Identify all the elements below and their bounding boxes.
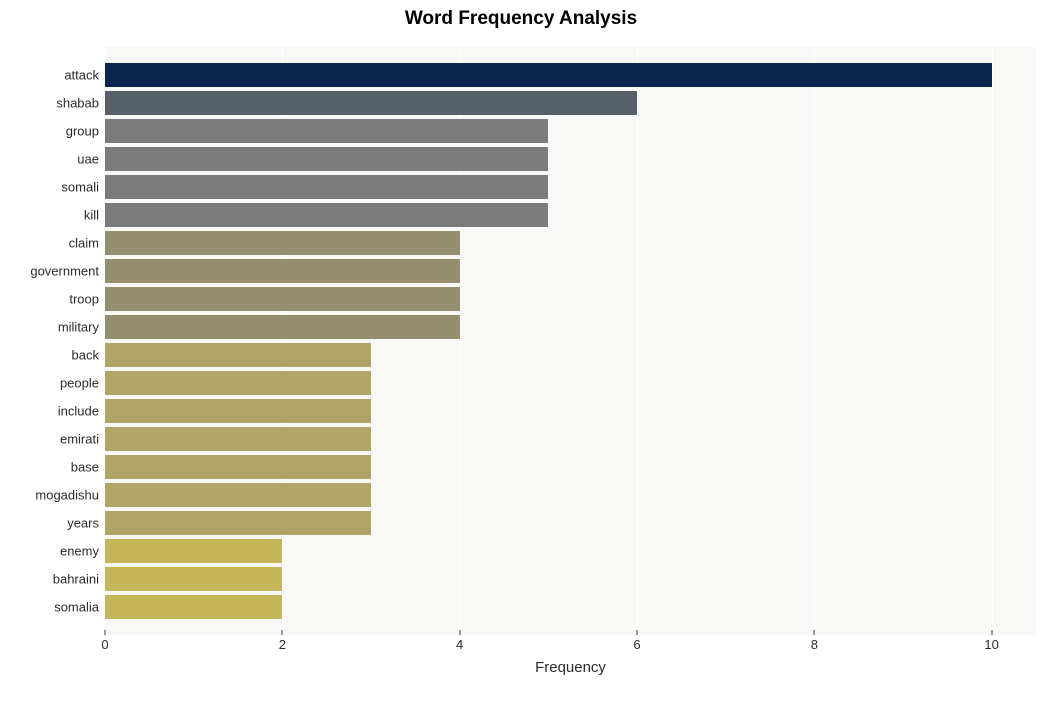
chart-figure: Word Frequency Analysis 0 2 4 6 8 10 attack sh… [0, 0, 1042, 701]
bar [105, 511, 371, 535]
bar [105, 91, 637, 115]
x-tick-mark [814, 630, 815, 635]
y-tick-label: somali [0, 181, 99, 194]
x-tick-mark [459, 630, 460, 635]
bar [105, 567, 282, 591]
y-tick-label: government [0, 265, 99, 278]
x-tick-mark [105, 630, 106, 635]
y-tick-label: years [0, 517, 99, 530]
x-tick-label: 0 [101, 637, 108, 652]
bar [105, 203, 548, 227]
y-tick-label: military [0, 321, 99, 334]
y-tick-label: kill [0, 209, 99, 222]
x-tick-mark [637, 630, 638, 635]
bar [105, 119, 548, 143]
y-tick-label: include [0, 405, 99, 418]
bar [105, 427, 371, 451]
bar [105, 455, 371, 479]
bar [105, 175, 548, 199]
bar [105, 371, 371, 395]
y-tick-label: people [0, 377, 99, 390]
bar [105, 399, 371, 423]
y-tick-label: mogadishu [0, 489, 99, 502]
x-tick-label: 10 [984, 637, 998, 652]
bar [105, 595, 282, 619]
y-tick-label: base [0, 461, 99, 474]
bar [105, 259, 460, 283]
y-tick-label: attack [0, 69, 99, 82]
bar [105, 147, 548, 171]
gridline [637, 47, 638, 635]
x-tick-label: 6 [633, 637, 640, 652]
y-tick-label: uae [0, 153, 99, 166]
x-tick-mark [282, 630, 283, 635]
gridline [992, 47, 993, 635]
bar [105, 287, 460, 311]
bar [105, 343, 371, 367]
chart-title: Word Frequency Analysis [0, 8, 1042, 30]
y-tick-label: enemy [0, 545, 99, 558]
bar [105, 231, 460, 255]
y-tick-label: back [0, 349, 99, 362]
plot-area [105, 47, 1036, 635]
x-tick-label: 8 [811, 637, 818, 652]
x-tick-label: 2 [279, 637, 286, 652]
gridline [814, 47, 815, 635]
bar [105, 483, 371, 507]
bar [105, 539, 282, 563]
y-tick-label: shabab [0, 97, 99, 110]
x-axis-label: Frequency [105, 659, 1036, 676]
y-tick-label: troop [0, 293, 99, 306]
y-tick-label: group [0, 125, 99, 138]
x-tick-label: 4 [456, 637, 463, 652]
y-tick-label: emirati [0, 433, 99, 446]
bar [105, 315, 460, 339]
x-tick-mark [991, 630, 992, 635]
y-tick-label: claim [0, 237, 99, 250]
bar [105, 63, 992, 87]
y-tick-label: somalia [0, 601, 99, 614]
y-tick-label: bahraini [0, 573, 99, 586]
